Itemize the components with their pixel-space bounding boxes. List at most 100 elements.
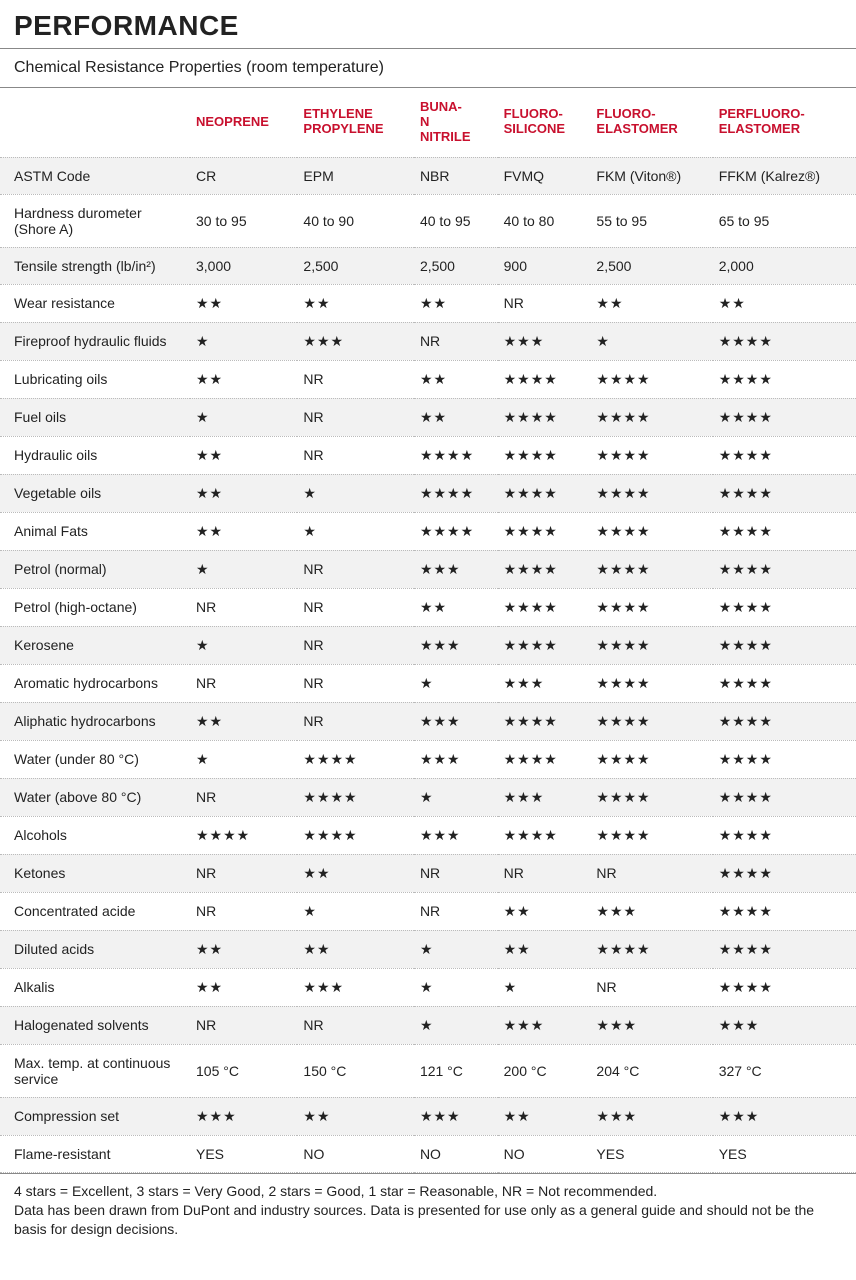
cell-value: ★★★ bbox=[498, 1006, 591, 1044]
cell-value: ★★ bbox=[414, 398, 498, 436]
table-row: Animal Fats★★★★★★★★★★★★★★★★★★★ bbox=[0, 512, 856, 550]
cell-value: ★★★★ bbox=[713, 778, 856, 816]
property-label: Lubricating oils bbox=[0, 360, 190, 398]
cell-value: ★★ bbox=[414, 360, 498, 398]
cell-value: ★★★★ bbox=[713, 322, 856, 360]
cell-value: YES bbox=[713, 1135, 856, 1172]
cell-value: 65 to 95 bbox=[713, 194, 856, 247]
table-row: Kerosene★NR★★★★★★★★★★★★★★★ bbox=[0, 626, 856, 664]
cell-value: ★★★★ bbox=[713, 550, 856, 588]
cell-value: ★★ bbox=[190, 702, 297, 740]
cell-value: 40 to 95 bbox=[414, 194, 498, 247]
table-row: Alkalis★★★★★★★NR★★★★ bbox=[0, 968, 856, 1006]
table-row: Petrol (high-octane)NRNR★★★★★★★★★★★★★★ bbox=[0, 588, 856, 626]
cell-value: ★★ bbox=[414, 284, 498, 322]
table-row: Vegetable oils★★★★★★★★★★★★★★★★★★★ bbox=[0, 474, 856, 512]
table-row: Tensile strength (lb/in²)3,0002,5002,500… bbox=[0, 247, 856, 284]
cell-value: NR bbox=[297, 702, 414, 740]
cell-value: ★★★★ bbox=[498, 360, 591, 398]
cell-value: ★★★ bbox=[590, 1006, 712, 1044]
cell-value: ★ bbox=[190, 322, 297, 360]
cell-value: NR bbox=[190, 778, 297, 816]
cell-value: ★★ bbox=[297, 1097, 414, 1135]
cell-value: FKM (Viton®) bbox=[590, 157, 712, 194]
cell-value: 150 °C bbox=[297, 1044, 414, 1097]
cell-value: ★★★★ bbox=[190, 816, 297, 854]
cell-value: ★★ bbox=[498, 1097, 591, 1135]
cell-value: ★★★ bbox=[297, 968, 414, 1006]
cell-value: ★★★★ bbox=[498, 474, 591, 512]
property-label: Fireproof hydraulic fluids bbox=[0, 322, 190, 360]
cell-value: ★★★ bbox=[498, 778, 591, 816]
cell-value: ★★★ bbox=[414, 1097, 498, 1135]
table-row: Aromatic hydrocarbonsNRNR★★★★★★★★★★★★ bbox=[0, 664, 856, 702]
table-row: Halogenated solventsNRNR★★★★★★★★★★ bbox=[0, 1006, 856, 1044]
cell-value: ★★★★ bbox=[590, 512, 712, 550]
property-label: Max. temp. at continuous service bbox=[0, 1044, 190, 1097]
cell-value: ★★★ bbox=[414, 740, 498, 778]
cell-value: NO bbox=[414, 1135, 498, 1172]
cell-value: NR bbox=[590, 968, 712, 1006]
performance-table: NEOPRENE ETHYLENEPROPYLENE BUNA-NNITRILE… bbox=[0, 88, 856, 1173]
cell-value: 121 °C bbox=[414, 1044, 498, 1097]
cell-value: ★★★★ bbox=[590, 436, 712, 474]
footnote: 4 stars = Excellent, 3 stars = Very Good… bbox=[0, 1173, 856, 1253]
table-row: Flame-resistantYESNONONOYESYES bbox=[0, 1135, 856, 1172]
cell-value: ★★★★ bbox=[713, 360, 856, 398]
cell-value: ★★★★ bbox=[498, 626, 591, 664]
cell-value: NR bbox=[190, 854, 297, 892]
cell-value: ★★★ bbox=[713, 1006, 856, 1044]
cell-value: ★★★ bbox=[590, 1097, 712, 1135]
property-label: Kerosene bbox=[0, 626, 190, 664]
cell-value: ★★★★ bbox=[498, 512, 591, 550]
cell-value: 40 to 80 bbox=[498, 194, 591, 247]
property-label: Fuel oils bbox=[0, 398, 190, 436]
property-label: Compression set bbox=[0, 1097, 190, 1135]
cell-value: NBR bbox=[414, 157, 498, 194]
cell-value: NR bbox=[297, 1006, 414, 1044]
cell-value: ★ bbox=[190, 398, 297, 436]
cell-value: ★★ bbox=[190, 360, 297, 398]
cell-value: ★★★ bbox=[498, 322, 591, 360]
cell-value: ★★★★ bbox=[590, 474, 712, 512]
cell-value: ★★ bbox=[190, 436, 297, 474]
col-header: BUNA-NNITRILE bbox=[414, 88, 498, 157]
table-row: KetonesNR★★NRNRNR★★★★ bbox=[0, 854, 856, 892]
cell-value: ★★★★ bbox=[713, 702, 856, 740]
cell-value: NR bbox=[297, 550, 414, 588]
property-label: Alkalis bbox=[0, 968, 190, 1006]
page-title: PERFORMANCE bbox=[0, 0, 856, 49]
cell-value: ★ bbox=[498, 968, 591, 1006]
cell-value: 55 to 95 bbox=[590, 194, 712, 247]
col-header: PERFLUORO-ELASTOMER bbox=[713, 88, 856, 157]
cell-value: NR bbox=[297, 360, 414, 398]
cell-value: ★★★★ bbox=[498, 816, 591, 854]
cell-value: CR bbox=[190, 157, 297, 194]
cell-value: YES bbox=[590, 1135, 712, 1172]
cell-value: ★★★★ bbox=[590, 626, 712, 664]
cell-value: NR bbox=[498, 854, 591, 892]
cell-value: 2,000 bbox=[713, 247, 856, 284]
cell-value: NR bbox=[297, 588, 414, 626]
cell-value: ★★ bbox=[190, 512, 297, 550]
cell-value: ★★★★ bbox=[713, 892, 856, 930]
cell-value: ★ bbox=[190, 626, 297, 664]
cell-value: ★ bbox=[414, 1006, 498, 1044]
cell-value: 2,500 bbox=[590, 247, 712, 284]
property-label: Water (under 80 °C) bbox=[0, 740, 190, 778]
cell-value: ★★★ bbox=[190, 1097, 297, 1135]
cell-value: ★★★★ bbox=[713, 398, 856, 436]
table-row: Wear resistance★★★★★★NR★★★★ bbox=[0, 284, 856, 322]
cell-value: ★★★★ bbox=[713, 854, 856, 892]
table-row: Concentrated acideNR★NR★★★★★★★★★ bbox=[0, 892, 856, 930]
col-header: NEOPRENE bbox=[190, 88, 297, 157]
cell-value: NR bbox=[190, 1006, 297, 1044]
cell-value: ★★★★ bbox=[713, 968, 856, 1006]
cell-value: ★ bbox=[414, 778, 498, 816]
cell-value: ★★ bbox=[498, 930, 591, 968]
table-row: Water (under 80 °C)★★★★★★★★★★★★★★★★★★★★ bbox=[0, 740, 856, 778]
cell-value: ★★★★ bbox=[414, 474, 498, 512]
table-row: Fireproof hydraulic fluids★★★★NR★★★★★★★★ bbox=[0, 322, 856, 360]
cell-value: ★★★ bbox=[414, 626, 498, 664]
cell-value: 900 bbox=[498, 247, 591, 284]
